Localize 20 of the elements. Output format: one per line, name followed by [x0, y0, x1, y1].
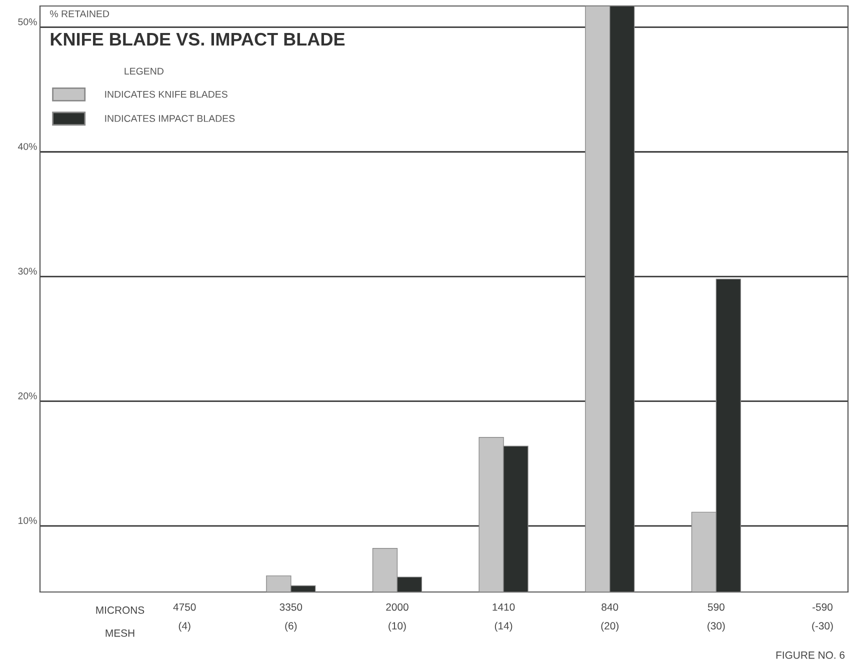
x-tick-label: 1410 (14)	[492, 603, 515, 632]
y-axis-title: % RETAINED	[50, 10, 110, 18]
x-tick-label: 840 (20)	[601, 603, 618, 632]
text: MESH	[106, 629, 134, 637]
x-tick-label: 3350 (6)	[280, 603, 302, 632]
x-tick-label: 4750 (4)	[173, 603, 196, 632]
legend-title: LEGEND	[124, 68, 164, 75]
x-tick-label: 2000 (10)	[386, 603, 408, 632]
x-tick-label: -590 (-30)	[812, 603, 833, 632]
text: MICRONS	[96, 606, 144, 614]
text: FIGURE NO. 6	[776, 651, 845, 659]
text: KNIFE BLADE VS. IMPACT BLADE	[50, 32, 345, 46]
y-tick-label: 50%	[18, 18, 37, 26]
y-tick-label: 30%	[18, 268, 37, 275]
y-tick-label: 20%	[18, 392, 37, 400]
x-tick-label: 590 (30)	[708, 603, 725, 632]
legend-label: INDICATES IMPACT BLADES	[105, 115, 235, 122]
legend-label: INDICATES KNIFE BLADES	[105, 90, 228, 98]
y-tick-label: 40%	[18, 143, 37, 150]
y-tick-label: 10%	[18, 517, 37, 524]
